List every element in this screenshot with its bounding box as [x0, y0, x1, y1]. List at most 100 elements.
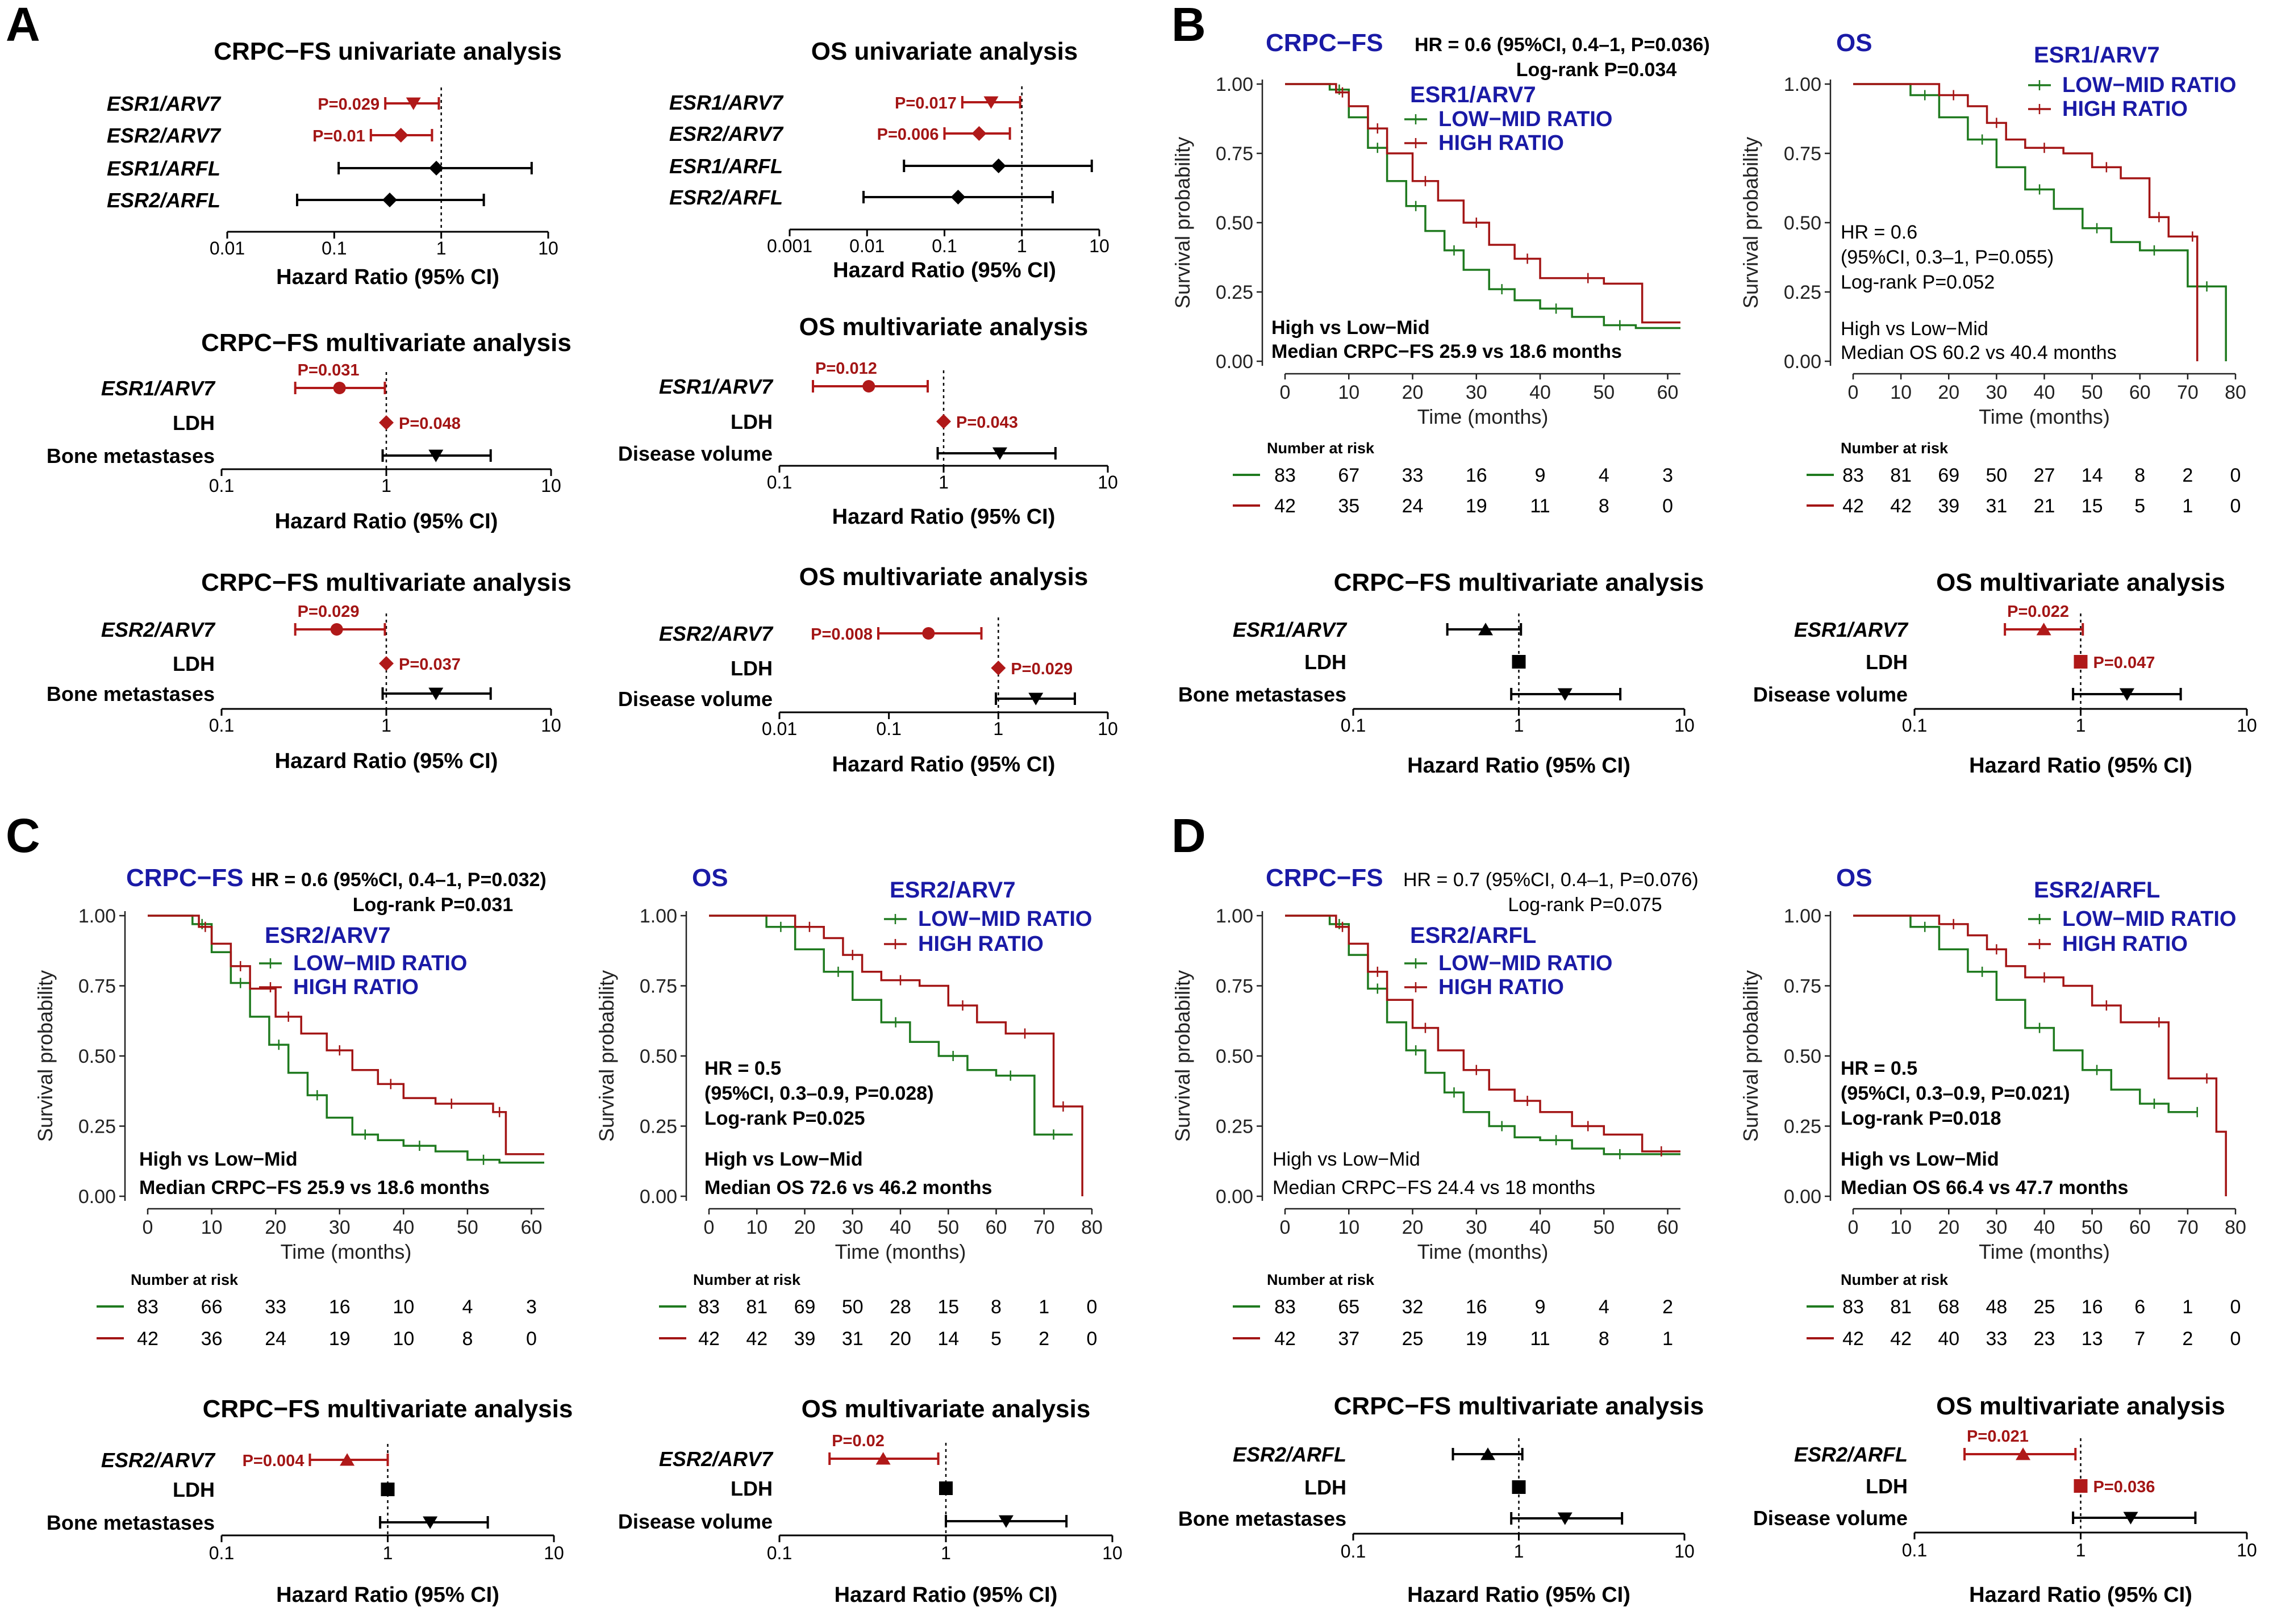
- x-tick-label: 80: [1081, 1217, 1103, 1238]
- survival-curve-high: [1285, 915, 1680, 1153]
- forest-title: CRPC−FS multivariate analysis: [201, 329, 572, 357]
- risk-count: 10: [393, 1296, 414, 1318]
- hr-text: HR = 0.6 (95%CI, 0.4–1, P=0.032): [251, 869, 547, 891]
- x-tick-label: 0.01: [210, 238, 245, 258]
- p-value-label: P=0.017: [895, 94, 957, 112]
- comparison-text: High vs Low−Mid: [1841, 1149, 1999, 1170]
- hr-point: [2123, 1512, 2138, 1525]
- row-label: ESR1/ARV7: [1794, 618, 1909, 641]
- y-tick-label: 0.25: [1784, 282, 1821, 303]
- risk-count: 2: [2182, 1328, 2193, 1350]
- hr-point: [875, 1452, 891, 1465]
- y-tick-label: 0.50: [640, 1046, 677, 1067]
- hr-point: [2120, 688, 2135, 701]
- x-tick-label: 10: [541, 475, 561, 496]
- risk-count: 1: [2182, 1296, 2193, 1318]
- legend-label: HIGH RATIO: [2062, 97, 2188, 121]
- comparison-text: High vs Low−Mid: [1273, 1149, 1420, 1170]
- hr-text: HR = 0.7 (95%CI, 0.4–1, P=0.076): [1403, 869, 1699, 891]
- x-tick-label: 0: [1280, 382, 1291, 403]
- row-label: ESR2/ARV7: [101, 1448, 216, 1472]
- km-title: OS: [692, 864, 728, 892]
- y-tick-label: 0.75: [640, 976, 677, 997]
- row-label: ESR1/ARV7: [101, 377, 216, 400]
- p-value-label: P=0.012: [815, 360, 877, 378]
- risk-count: 42: [698, 1328, 720, 1350]
- x-tick-label: 60: [1657, 1217, 1679, 1238]
- x-tick-label: 30: [1466, 1217, 1487, 1238]
- risk-count: 2: [2182, 465, 2193, 486]
- y-tick-label: 0.00: [1216, 351, 1253, 373]
- row-label: ESR2/ARV7: [107, 124, 222, 147]
- forest-title: OS multivariate analysis: [1936, 1392, 2225, 1420]
- hr-text: Log-rank P=0.052: [1841, 272, 1995, 293]
- comparison-text: High vs Low−Mid: [1271, 317, 1430, 339]
- km-plot-C_os: 0.000.250.500.751.000 10 20 30 40 50 60 70 80Tim…: [595, 864, 1103, 1350]
- row-label: ESR2/ARFL: [669, 186, 783, 209]
- risk-count: 19: [1466, 1328, 1487, 1350]
- x-tick-label: 70: [2177, 1217, 2199, 1238]
- hr-point: [983, 96, 999, 109]
- x-tick-label: 10: [1674, 715, 1695, 736]
- x-axis-label: Time (months): [835, 1240, 966, 1263]
- x-tick-label: 0: [1848, 382, 1859, 403]
- x-tick-label: 60: [1657, 382, 1679, 403]
- hr-point: [333, 382, 346, 394]
- forest-plot-A_mv2_crpc: CRPC−FS multivariate analysis 0.1 1 10 Hazar…: [47, 569, 572, 773]
- row-label: LDH: [731, 657, 773, 680]
- risk-count: 0: [526, 1328, 537, 1350]
- x-axis-label: Time (months): [1979, 405, 2110, 428]
- x-tick-label: 10: [1338, 382, 1359, 403]
- risk-count: 20: [890, 1328, 911, 1350]
- hr-point: [862, 380, 875, 393]
- legend-label: LOW−MID RATIO: [1438, 107, 1612, 131]
- y-tick-label: 1.00: [1784, 74, 1821, 95]
- risk-count: 0: [2230, 495, 2241, 517]
- risk-count: 33: [1986, 1328, 2007, 1350]
- risk-count: 1: [2182, 495, 2193, 517]
- x-tick-label: 10: [2237, 1540, 2257, 1560]
- y-tick-label: 1.00: [78, 905, 116, 927]
- risk-count: 31: [1986, 495, 2007, 517]
- row-label: ESR2/ARFL: [107, 189, 220, 212]
- x-tick-label: 1: [939, 472, 949, 492]
- x-tick-label: 0: [1848, 1217, 1859, 1238]
- x-tick-label: 40: [2034, 382, 2055, 403]
- x-axis-label: Hazard Ratio (95% CI): [1407, 754, 1630, 778]
- risk-count: 0: [1087, 1328, 1098, 1350]
- hr-point: [2036, 623, 2051, 636]
- x-tick-label: 1: [1017, 236, 1027, 256]
- risk-count: 3: [526, 1296, 537, 1318]
- risk-count: 23: [2034, 1328, 2055, 1350]
- y-tick-label: 0.25: [78, 1116, 116, 1138]
- y-tick-label: 0.50: [1216, 1046, 1253, 1067]
- median-text: Median OS 60.2 vs 40.4 months: [1841, 342, 2117, 364]
- risk-count: 68: [1938, 1296, 1959, 1318]
- p-value-label: P=0.036: [2093, 1478, 2155, 1496]
- row-label: ESR1/ARV7: [659, 375, 774, 398]
- km-plot-D_crpc: 0.00 0.25 0.50 0.75 1.00 0 10 20 30 40 50 60 Time (m…: [1171, 864, 1699, 1350]
- risk-table-title: Number at risk: [693, 1271, 801, 1288]
- survival-curve-high: [709, 915, 1083, 1196]
- x-tick-label: 1: [436, 238, 447, 258]
- hr-point: [939, 1481, 953, 1495]
- x-tick-label: 40: [1529, 1217, 1551, 1238]
- risk-count: 50: [1986, 465, 2007, 486]
- x-tick-label: 70: [1033, 1217, 1055, 1238]
- row-label: ESR1/ARV7: [107, 92, 222, 115]
- x-axis-label: Hazard Ratio (95% CI): [835, 1583, 1058, 1607]
- hr-point: [1512, 655, 1526, 669]
- x-tick-label: 10: [1089, 236, 1110, 256]
- forest-title: CRPC−FS multivariate analysis: [203, 1395, 573, 1423]
- x-axis-label: Hazard Ratio (95% CI): [832, 505, 1056, 529]
- km-title: CRPC−FS: [1266, 29, 1383, 57]
- forest-title: OS univariate analysis: [811, 37, 1078, 65]
- x-tick-label: 0.001: [767, 236, 812, 256]
- forest-title: OS multivariate analysis: [802, 1395, 1091, 1423]
- group-label: ESR1/ARV7: [2034, 43, 2160, 68]
- risk-count: 1: [1038, 1296, 1049, 1318]
- risk-count: 24: [265, 1328, 286, 1350]
- risk-count: 39: [1938, 495, 1959, 517]
- km-plot-D_os: 0.000.250.500.751.000 10 20 30 40 50 60 70 80Tim…: [1739, 864, 2246, 1350]
- km-title: OS: [1836, 864, 1872, 892]
